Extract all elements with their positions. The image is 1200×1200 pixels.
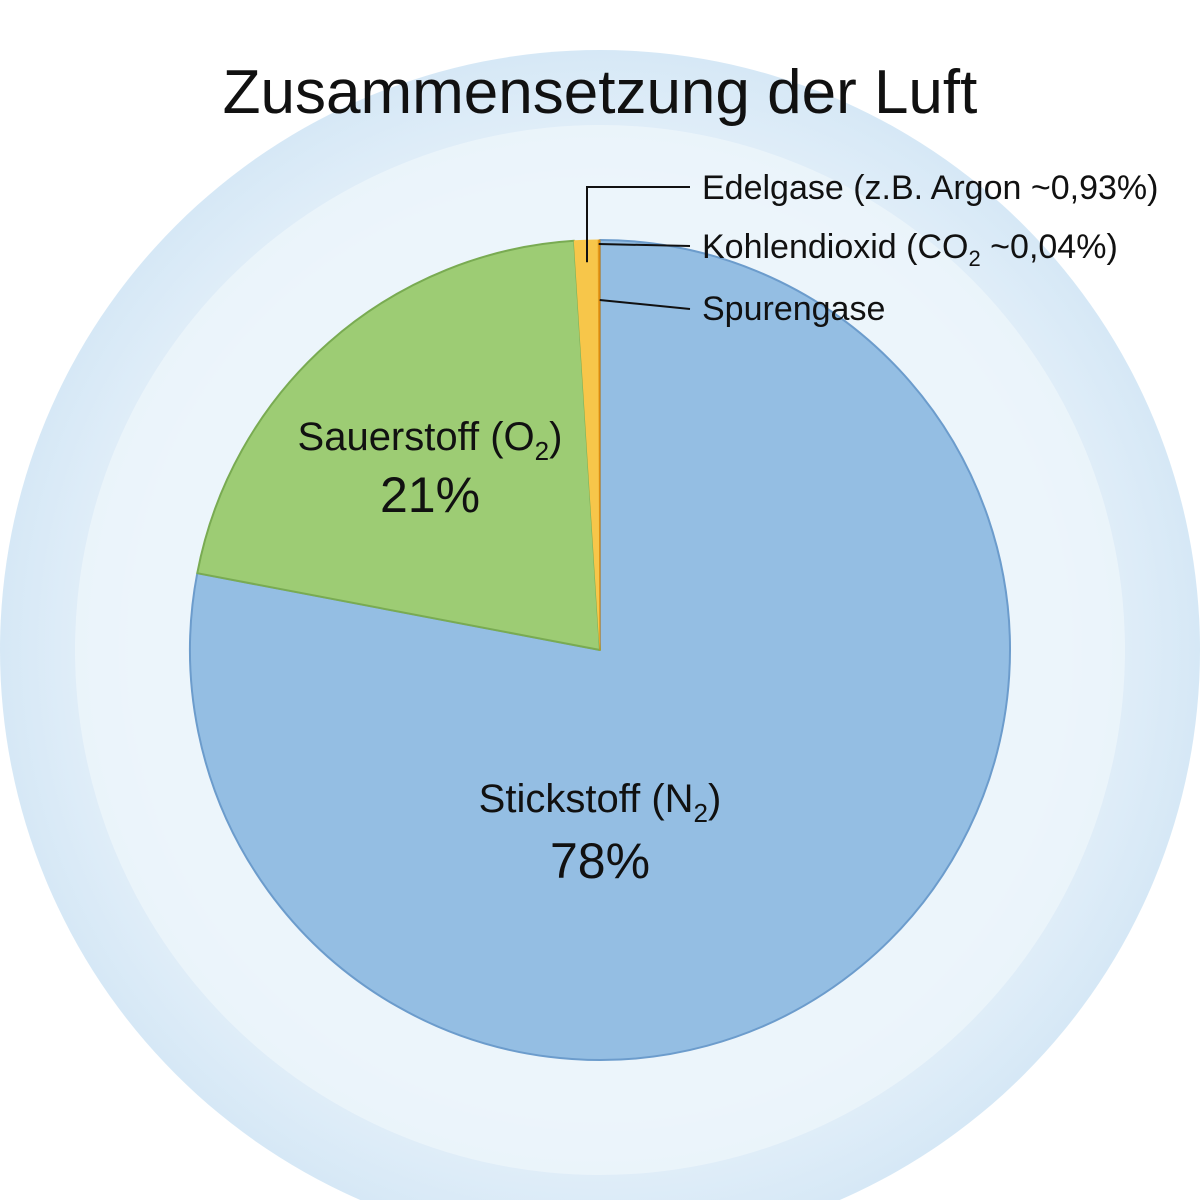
callout-lines xyxy=(586,186,691,310)
slice-label-oxygen: Sauerstoff (O2) xyxy=(298,415,563,466)
pie-slice-oxygen xyxy=(196,239,601,651)
slice-value-oxygen: 21% xyxy=(380,467,480,523)
oxygen-subscript: 2 xyxy=(535,436,549,466)
nitrogen-name: Stickstoff (N xyxy=(479,777,694,821)
nitrogen-suffix: ) xyxy=(708,777,721,821)
callout-line-co2 xyxy=(598,243,691,247)
callout-line-trace xyxy=(599,299,691,310)
callout-label-co2: Kohlendioxid (CO2 ~0,04%) xyxy=(702,228,1118,271)
pie-slices xyxy=(189,239,1011,1061)
oxygen-suffix: ) xyxy=(549,415,562,459)
callout-label-noble: Edelgase (z.B. Argon ~0,93%) xyxy=(702,169,1158,207)
oxygen-name: Sauerstoff (O xyxy=(298,415,535,459)
callout-line-noble xyxy=(586,186,690,263)
nitrogen-subscript: 2 xyxy=(694,798,708,828)
pie-slice-trace xyxy=(598,239,601,651)
co2-subscript: 2 xyxy=(968,246,980,271)
co2-name: Kohlendioxid (CO xyxy=(702,228,968,266)
callout-label-trace: Spurengase xyxy=(702,290,885,328)
slice-label-nitrogen: Stickstoff (N2) xyxy=(479,777,722,828)
slice-value-nitrogen: 78% xyxy=(550,833,650,889)
co2-suffix: ~0,04%) xyxy=(981,228,1118,266)
chart-title: Zusammensetzung der Luft xyxy=(223,58,978,127)
